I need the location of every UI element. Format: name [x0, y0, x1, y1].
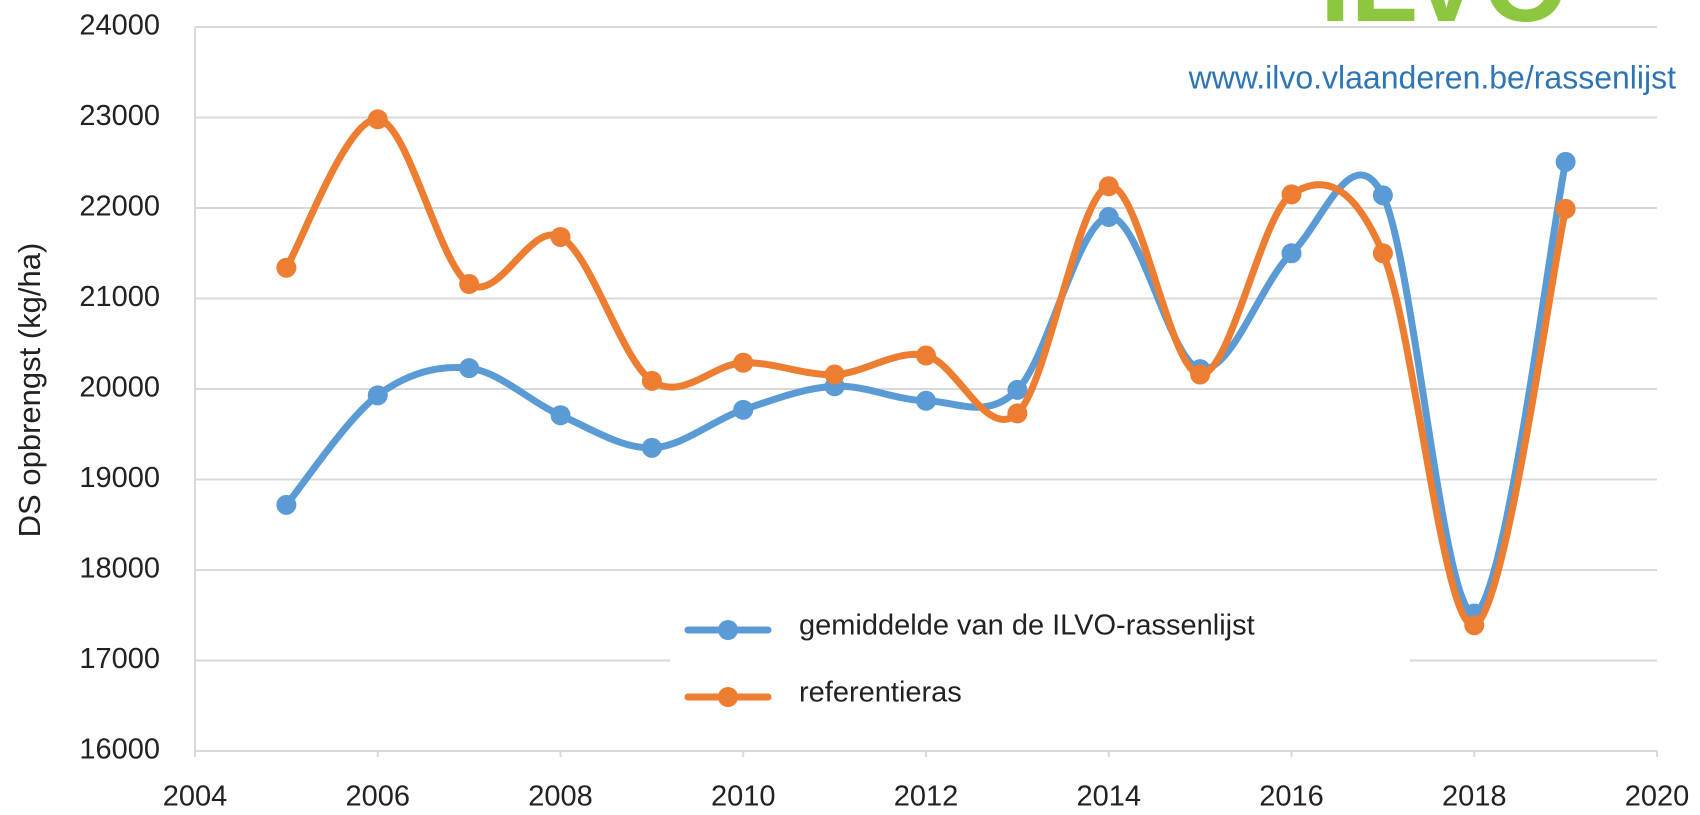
point [1555, 198, 1576, 219]
point [641, 370, 662, 391]
x-tick-label: 2008 [528, 781, 593, 813]
y-tick-label: 23000 [79, 100, 160, 132]
x-tick-label: 2016 [1259, 781, 1324, 813]
point [916, 390, 936, 411]
x-tick-label: 2020 [1625, 781, 1690, 813]
logo: ILVO [1320, 0, 1569, 45]
point [1281, 184, 1302, 205]
point [1007, 379, 1028, 400]
point [1190, 364, 1211, 385]
point [824, 364, 845, 385]
x-tick-label: 2004 [163, 781, 228, 813]
y-tick-label: 16000 [79, 734, 160, 766]
point [367, 385, 388, 406]
point [1372, 185, 1393, 206]
point [276, 257, 297, 278]
x-tick-label: 2018 [1442, 781, 1507, 813]
point [916, 345, 936, 366]
point [1281, 243, 1302, 264]
y-axis-label: DS opbrengst (kg/ha) [12, 243, 47, 538]
x-tick-label: 2012 [894, 781, 959, 813]
legend-label: gemiddelde van de ILVO-rassenlijst [799, 610, 1255, 642]
x-tick-label: 2006 [345, 781, 410, 813]
legend-marker [718, 687, 738, 707]
y-tick-label: 22000 [79, 191, 160, 223]
point [550, 405, 571, 426]
annotation-bg [1030, 50, 1680, 115]
point [733, 399, 754, 420]
legend-bg [670, 600, 1410, 715]
grid: 16000 17000 18000 19000 20000 21000 22000 23000… [79, 10, 1689, 813]
legend-marker [718, 620, 738, 640]
annotation: www.ilvo.vlaanderen.be/rassenlijst [1188, 59, 1676, 95]
y-tick-label: 21000 [79, 281, 160, 313]
x-tick-label: 2010 [711, 781, 776, 813]
point [1464, 615, 1485, 636]
y-tick-label: 19000 [79, 462, 160, 494]
point [367, 109, 388, 130]
point [459, 358, 480, 379]
legend: gemiddelde van de ILVO-rassenlijst refere… [670, 600, 1410, 715]
point [1098, 176, 1119, 197]
point [276, 494, 297, 515]
point [1007, 403, 1028, 424]
point [733, 352, 754, 373]
point [641, 437, 662, 458]
point [1372, 243, 1393, 264]
y-tick-label: 17000 [79, 643, 160, 675]
series-line [282, 158, 1570, 617]
lines [276, 109, 1576, 636]
point [1555, 151, 1576, 172]
point [459, 274, 480, 295]
legend-label: referentieras [799, 677, 962, 709]
point [550, 226, 571, 247]
y-tick-label: 24000 [79, 10, 160, 42]
x-tick-label: 2014 [1076, 781, 1141, 813]
y-tick-label: 20000 [79, 372, 160, 404]
point [1098, 207, 1119, 228]
y-tick-label: 18000 [79, 553, 160, 585]
